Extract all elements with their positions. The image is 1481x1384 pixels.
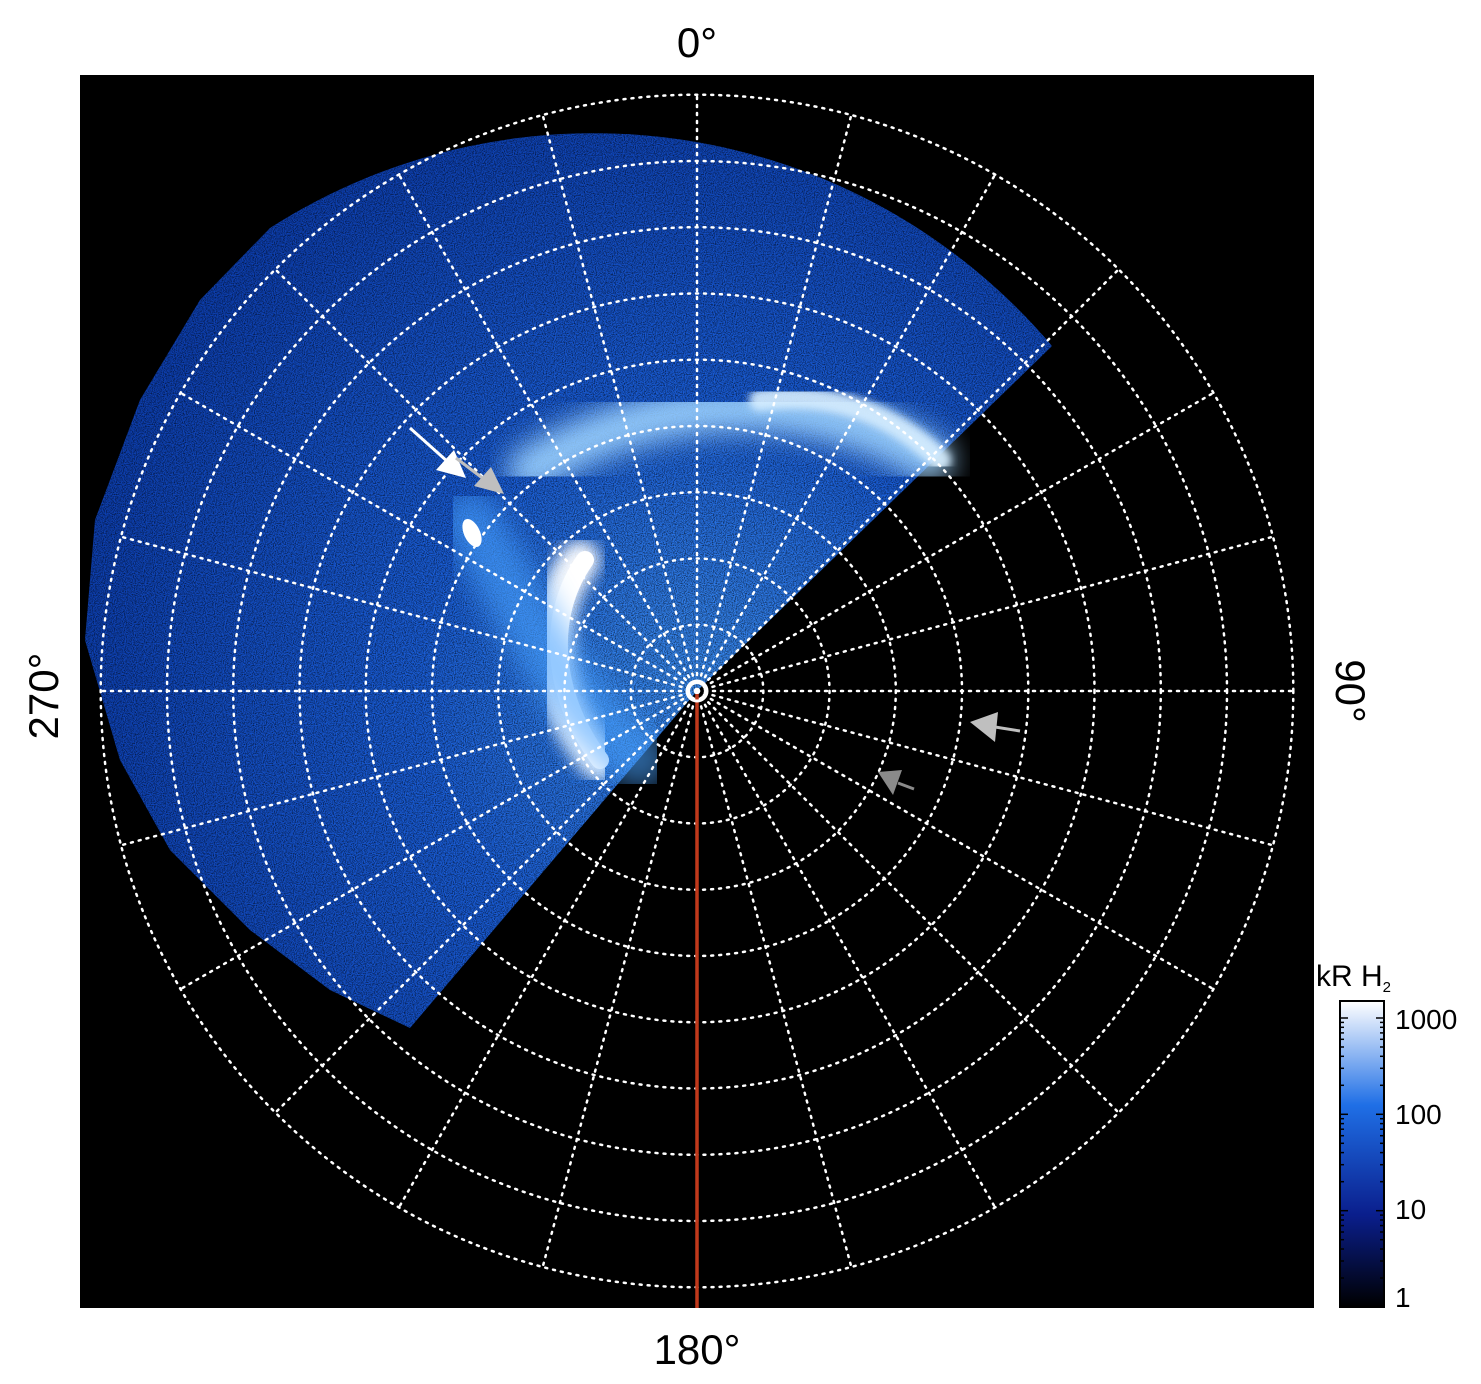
colorbar-tick-1000: 1000	[1395, 1004, 1457, 1035]
grid-meridian	[695, 689, 1275, 847]
grid-meridian	[695, 689, 1120, 1114]
colorbar-tick-1: 1	[1395, 1282, 1411, 1313]
grid-meridian	[397, 689, 699, 1209]
gray-arrow-3	[878, 770, 915, 795]
grid-meridian	[541, 113, 699, 693]
colorbar: kR H2 1000 100 10 1	[1316, 960, 1457, 1313]
grid-meridian	[695, 689, 853, 1269]
grid-meridian	[695, 113, 853, 693]
white-arrow-1	[408, 426, 466, 478]
auroral-emission	[85, 133, 1052, 1028]
colorbar-tick-10: 10	[1395, 1194, 1426, 1225]
label-0-deg: 0°	[677, 19, 717, 66]
grid-meridian	[695, 391, 1215, 693]
colorbar-title: kR H2	[1316, 960, 1391, 996]
colorbar-gradient	[1339, 1000, 1385, 1308]
pole-marker	[685, 679, 709, 703]
grid-meridian	[695, 689, 997, 1209]
grid-meridian	[179, 391, 699, 693]
grid-meridian	[695, 689, 1215, 991]
label-90-deg: 90°	[1327, 659, 1374, 723]
grid-meridian	[119, 535, 699, 693]
label-180-deg: 180°	[654, 1326, 741, 1373]
grid-meridian	[541, 689, 699, 1269]
grid-meridian	[695, 268, 1120, 693]
grid-meridian	[179, 689, 699, 991]
gray-arrow-1	[455, 456, 504, 494]
grid-meridian	[119, 689, 699, 847]
gray-arrow-2	[970, 712, 1021, 742]
grid-meridian	[397, 173, 699, 693]
label-270-deg: 270°	[20, 653, 67, 740]
grid-meridian	[695, 173, 997, 693]
grid-meridian	[274, 689, 699, 1114]
colorbar-tick-100: 100	[1395, 1099, 1442, 1130]
grid-meridian	[695, 535, 1275, 693]
